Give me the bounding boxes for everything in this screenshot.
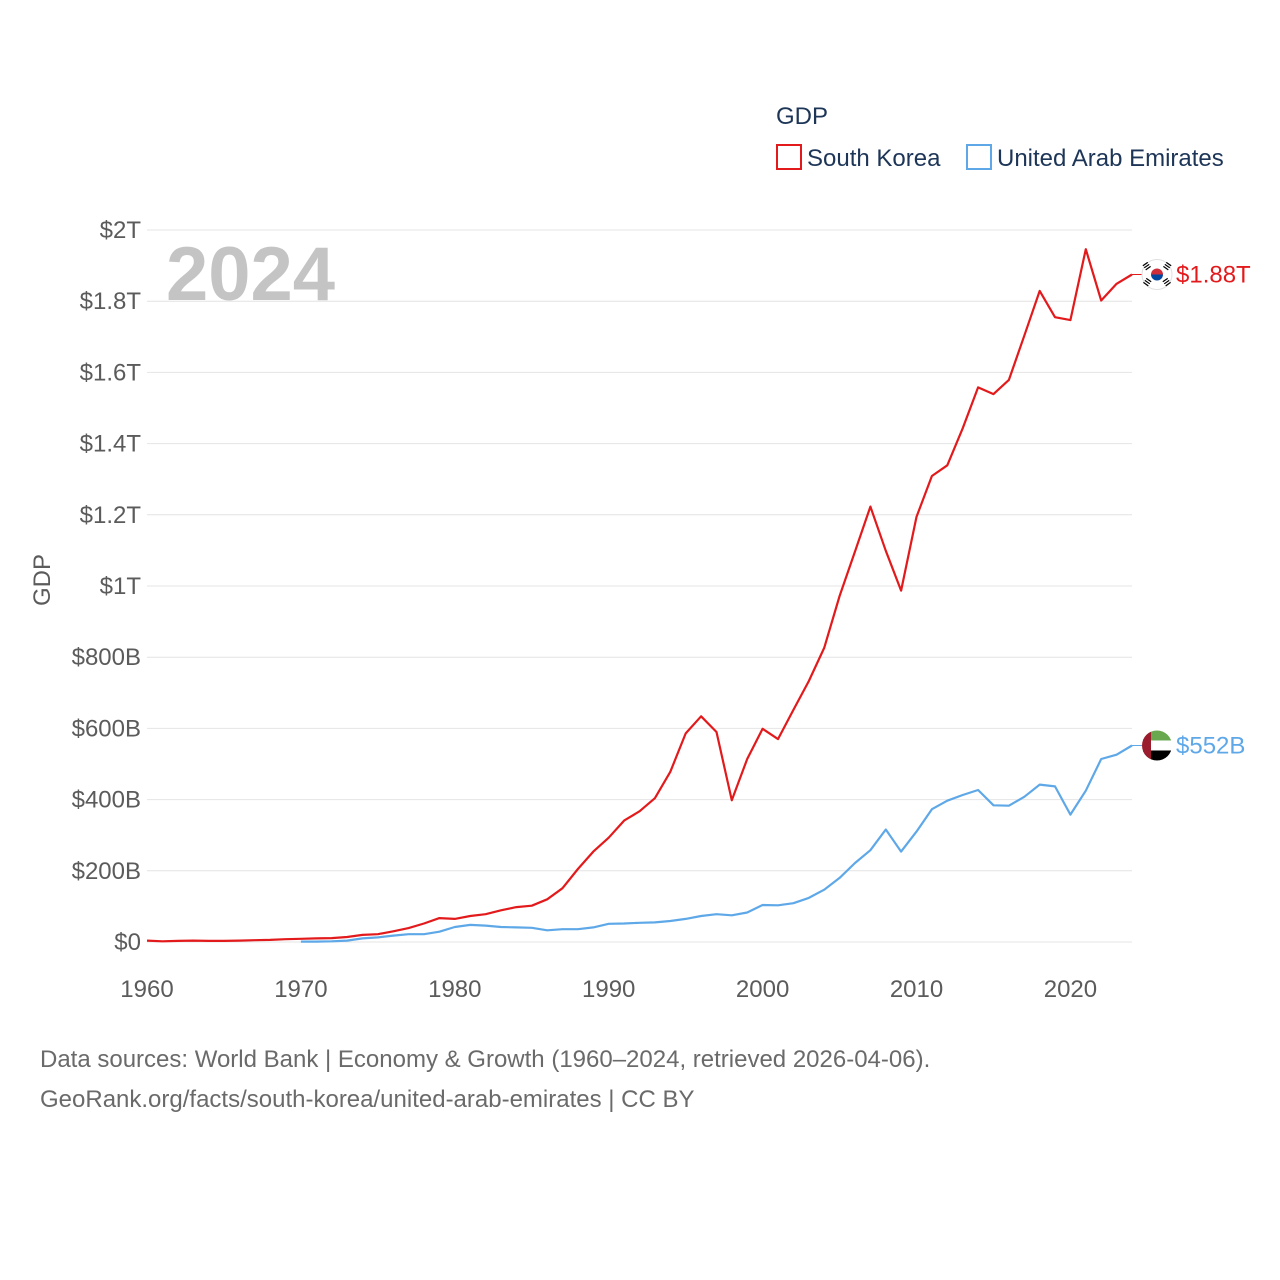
legend-title: GDP — [776, 103, 828, 130]
x-tick-label: 1980 — [428, 976, 481, 1003]
legend-label-south-korea: South Korea — [807, 145, 941, 172]
y-axis-tick-labels: $0 $200B $400B $600B $800B $1T $1.2T $1.4T $1.6T… — [72, 217, 142, 956]
x-tick-label: 1960 — [120, 976, 173, 1003]
legend-item-uae[interactable]: United Arab Emirates — [966, 144, 1224, 172]
series-line-south-korea — [146, 248, 1133, 943]
series-line-uae — [300, 744, 1133, 943]
y-tick-label: $1T — [100, 573, 142, 600]
uae-flag-icon — [1142, 730, 1172, 761]
end-markers: $1.88T $552B — [1132, 259, 1251, 761]
source-note: Data sources: World Bank | Economy & Gro… — [40, 1040, 1240, 1120]
year-label: 2024 — [166, 232, 335, 317]
y-tick-label: $600B — [72, 715, 141, 742]
y-tick-label: $1.4T — [80, 431, 142, 458]
series-lines — [146, 248, 1133, 943]
y-tick-label: $2T — [100, 217, 142, 244]
x-tick-label: 1970 — [274, 976, 327, 1003]
grid — [147, 229, 1132, 943]
x-tick-label: 2010 — [890, 976, 943, 1003]
end-value-label-uae: $552B — [1176, 732, 1245, 759]
legend-item-south-korea[interactable]: South Korea — [776, 144, 941, 172]
legend-swatch-south-korea — [776, 144, 802, 170]
y-axis-title: GDP — [29, 554, 56, 606]
x-tick-label: 1990 — [582, 976, 635, 1003]
y-tick-label: $400B — [72, 787, 141, 814]
y-tick-label: $200B — [72, 858, 141, 885]
y-tick-label: $800B — [72, 644, 141, 671]
x-tick-label: 2000 — [736, 976, 789, 1003]
x-axis-tick-labels: 1960 1970 1980 1990 2000 2010 2020 — [120, 976, 1097, 1003]
legend-label-uae: United Arab Emirates — [997, 145, 1224, 172]
source-line-1: Data sources: World Bank | Economy & Gro… — [40, 1046, 931, 1073]
legend-swatch-uae — [966, 144, 992, 170]
y-tick-label: $1.2T — [80, 502, 142, 529]
y-tick-label: $0 — [114, 929, 141, 956]
y-tick-label: $1.6T — [80, 359, 142, 386]
y-tick-label: $1.8T — [80, 288, 142, 315]
legend: GDP South Korea United Arab Emirates — [776, 103, 1224, 172]
x-tick-label: 2020 — [1044, 976, 1097, 1003]
end-value-label-south-korea: $1.88T — [1176, 262, 1251, 289]
south-korea-flag-icon — [1141, 259, 1173, 290]
source-line-2: GeoRank.org/facts/south-korea/united-ara… — [40, 1086, 695, 1113]
